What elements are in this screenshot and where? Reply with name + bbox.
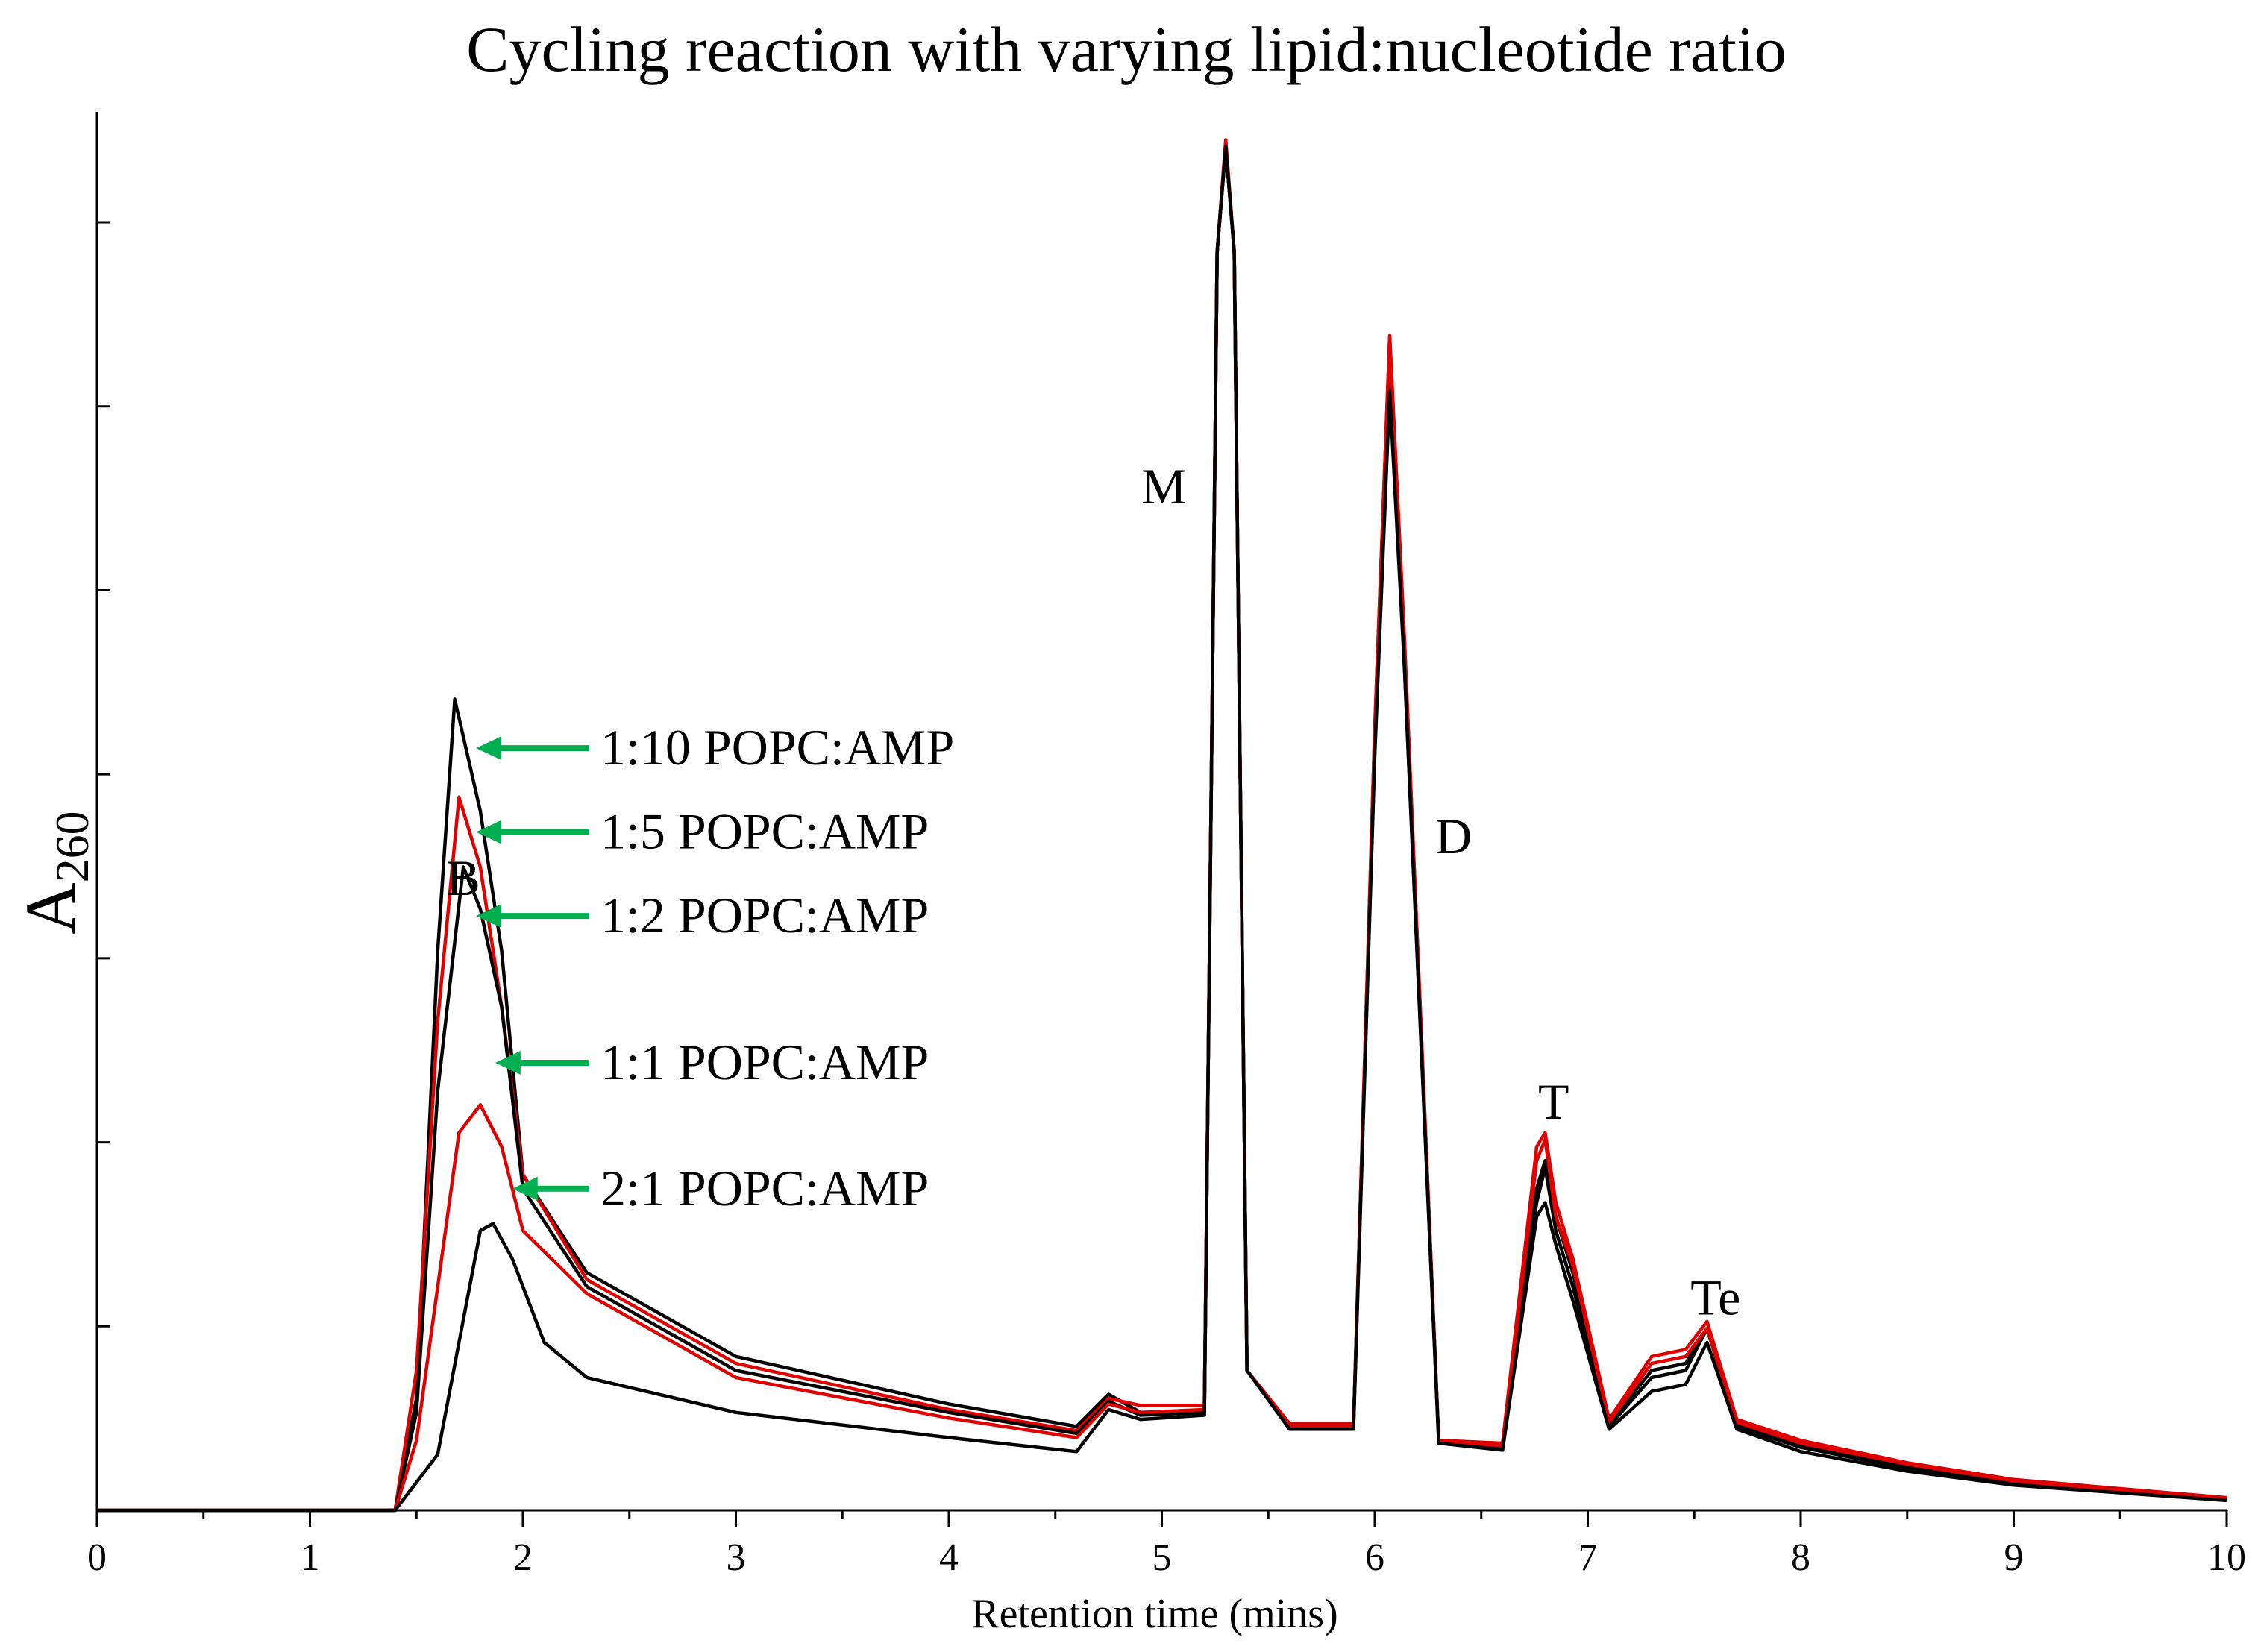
annotation-arrow-head xyxy=(512,1176,538,1201)
x-tick-label: 2 xyxy=(513,1536,533,1579)
series-line-5 xyxy=(97,145,2227,1513)
x-tick-label: 5 xyxy=(1152,1536,1172,1579)
x-tick-label: 0 xyxy=(87,1536,107,1579)
peak-label: B xyxy=(446,849,480,906)
x-tick-label: 9 xyxy=(2004,1536,2024,1579)
x-axis-label: Retention time (mins) xyxy=(971,1591,1337,1637)
x-tick-label: 7 xyxy=(1578,1536,1598,1579)
annotations: 1:10 POPC:AMP 1:5 POPC:AMP 1:2 POPC:AMP 1:1… xyxy=(476,719,954,1216)
peak-label: M xyxy=(1141,458,1186,515)
annotation-arrow-head xyxy=(495,1051,521,1075)
annotation-arrow-head xyxy=(476,904,502,929)
annotation-label: 1:1 POPC:AMP xyxy=(600,1034,929,1090)
annotation-label: 1:5 POPC:AMP xyxy=(600,803,929,860)
x-tick-label: 4 xyxy=(939,1536,959,1579)
peak-label: Te xyxy=(1690,1269,1740,1326)
y-axis-label-main: A xyxy=(10,882,90,934)
peak-labels: B M D T Te xyxy=(446,458,1740,1326)
annotation-label: 1:10 POPC:AMP xyxy=(600,719,954,776)
annotation-label: 1:2 POPC:AMP xyxy=(600,887,929,943)
y-axis-label: A260 xyxy=(10,811,98,934)
peak-label: D xyxy=(1435,808,1472,864)
axes: 0 1 2 3 4 5 6 7 8 9 10 xyxy=(87,112,2246,1579)
annotation-arrow-head xyxy=(476,820,502,844)
chart-title: Cycling reaction with varying lipid:nucl… xyxy=(466,13,1787,85)
annotation-arrow-head xyxy=(476,736,502,761)
x-tick-label: 1 xyxy=(301,1536,320,1579)
x-tick-label: 8 xyxy=(1791,1536,1810,1579)
peak-label: T xyxy=(1538,1073,1569,1130)
x-tick-label: 3 xyxy=(727,1536,746,1579)
y-axis-label-sub: 260 xyxy=(46,811,98,882)
x-tick-label: 6 xyxy=(1365,1536,1384,1579)
x-tick-label: 10 xyxy=(2207,1536,2246,1579)
svg-text:A260: A260 xyxy=(10,811,98,934)
annotation-label: 2:1 POPC:AMP xyxy=(600,1160,929,1216)
